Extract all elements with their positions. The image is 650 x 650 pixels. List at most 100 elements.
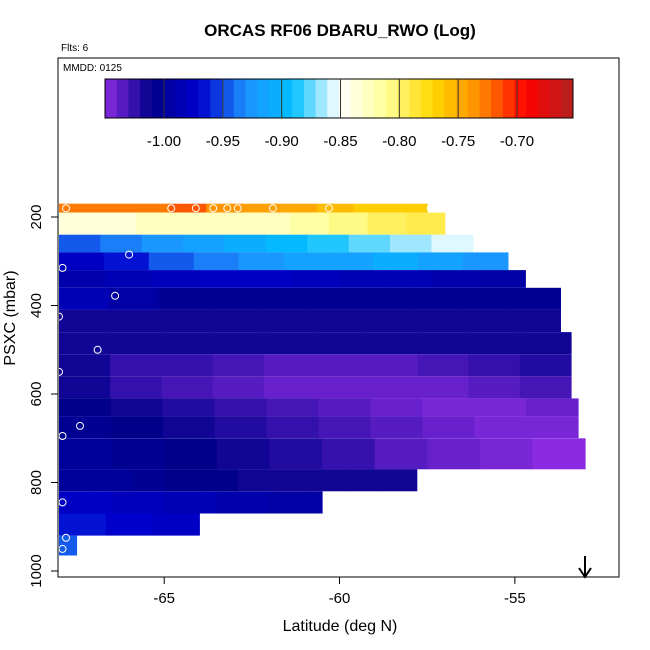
colorbar-segment — [385, 79, 398, 118]
heatmap-cell — [532, 438, 586, 470]
observation-point — [62, 533, 70, 542]
heatmap-cell — [468, 354, 521, 377]
heatmap-cell — [370, 416, 423, 439]
heatmap-cell — [161, 332, 214, 355]
heatmap-cell — [410, 287, 461, 310]
heatmap-cell — [390, 203, 428, 213]
colorbar-tick-label: -0.85 — [323, 133, 357, 150]
heatmap-cell — [266, 416, 320, 439]
heatmap-cell — [166, 469, 203, 492]
heatmap-cell — [59, 212, 99, 235]
colorbar-segment — [561, 79, 574, 118]
heatmap-cell — [385, 270, 433, 288]
heatmap-cell — [162, 398, 216, 417]
colorbar-segment — [222, 79, 235, 118]
colorbar-segment — [502, 79, 515, 118]
colorbar-segment — [116, 79, 129, 118]
colorbar-segment — [339, 79, 352, 118]
heatmap-cell — [161, 354, 214, 377]
y-axis: 200 400 600 800 1000 — [28, 204, 58, 588]
heatmap-cell — [169, 203, 207, 213]
colorbar-tick-label: -0.70 — [500, 133, 534, 150]
observation-point — [58, 544, 67, 553]
x-tick-label: -60 — [329, 590, 351, 607]
heatmap-cell — [214, 398, 268, 417]
heatmap-cell — [100, 234, 143, 253]
heatmap-cell — [345, 469, 382, 492]
heatmap-cell — [59, 398, 112, 417]
heatmap-cell — [148, 252, 195, 271]
plot-frame — [57, 57, 620, 578]
heatmap-cell — [105, 270, 153, 288]
colorbar-tick-label: -0.75 — [441, 133, 475, 150]
heatmap-cell — [417, 376, 470, 399]
heatmap-cell — [132, 203, 170, 213]
colorbar-segment — [186, 79, 200, 118]
colorbar-segment — [151, 79, 164, 118]
heatmap-cell — [283, 252, 329, 271]
heatmap-cell — [468, 332, 521, 355]
x-tick-label: -55 — [504, 590, 526, 607]
heatmap-cell — [110, 416, 164, 439]
heatmap-cell — [59, 491, 113, 514]
heatmap-cell — [59, 287, 110, 310]
observation-point — [268, 204, 277, 213]
colorbar-segment — [268, 79, 281, 118]
heatmap-cell — [307, 234, 350, 253]
observation-point — [55, 312, 63, 321]
date-label: MMDD: 0125 — [63, 63, 122, 74]
observation-point — [111, 291, 120, 300]
colorbar-segment — [280, 79, 293, 118]
observation-point — [58, 432, 67, 440]
colorbar-segment — [467, 79, 480, 118]
heatmap-cell — [315, 354, 367, 377]
heatmap-cell — [59, 309, 110, 332]
heatmap-cell — [212, 376, 265, 399]
heatmap-cell — [374, 438, 428, 470]
observation-points — [55, 204, 596, 553]
heatmap-cell — [209, 309, 261, 332]
observation-point — [167, 204, 176, 213]
heatmap-cell — [130, 469, 167, 492]
heatmap-cell — [259, 287, 311, 310]
heatmap-cell — [259, 309, 311, 332]
observation-point — [191, 204, 200, 213]
heatmap-cell — [290, 212, 330, 235]
heatmap-cell — [417, 332, 470, 355]
arrow-head — [578, 567, 592, 579]
observation-point — [76, 421, 84, 430]
heatmap-cell — [366, 332, 418, 355]
heatmap-cell — [245, 270, 293, 288]
colorbar-segment — [233, 79, 246, 118]
heatmap-cell — [478, 270, 526, 288]
heatmap-cell — [390, 234, 432, 253]
colorbar-segment — [479, 79, 492, 118]
colorbar-segment — [444, 79, 457, 118]
observation-point — [223, 204, 232, 213]
heatmap-cell — [110, 332, 162, 355]
heatmap-cell — [359, 309, 411, 332]
colorbar-segment — [409, 79, 422, 118]
colorbar-tick-label: -0.90 — [265, 133, 299, 150]
y-tick-label: 200 — [28, 204, 45, 229]
heatmap-cell — [373, 252, 419, 271]
heatmap-cell — [269, 438, 323, 470]
heatmap-cell — [59, 354, 111, 377]
heatmap-cell — [432, 270, 480, 288]
heatmap-cells — [59, 203, 586, 556]
heatmap-cell — [141, 234, 184, 253]
heatmap-cell — [164, 491, 218, 514]
heatmap-cell — [263, 354, 316, 377]
heatmap-cell — [162, 416, 216, 439]
observation-point — [125, 250, 134, 259]
heatmap-cell — [417, 354, 470, 377]
heatmap-cell — [159, 287, 210, 310]
heatmap-cell — [237, 469, 275, 492]
heatmap-cell — [353, 203, 391, 213]
colorbar-segment — [374, 79, 387, 118]
heatmap-cell — [474, 416, 527, 439]
heatmap-cell — [213, 212, 253, 235]
heatmap-cell — [526, 398, 579, 417]
colorbar-segment — [140, 79, 153, 118]
heatmap-cell — [164, 438, 218, 470]
